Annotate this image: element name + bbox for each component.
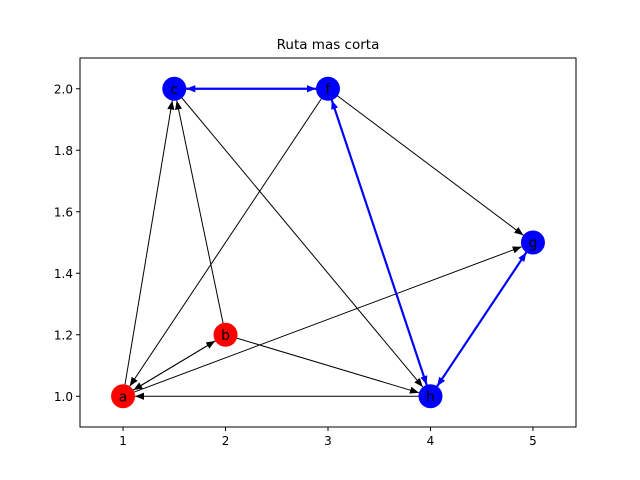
x-tick-label: 1	[119, 434, 127, 448]
node-label-h: h	[426, 389, 435, 405]
node-label-g: g	[529, 236, 538, 252]
edge-g-h	[436, 241, 534, 387]
edges-layer	[122, 85, 534, 400]
y-tick-label: 1.0	[54, 390, 73, 404]
y-tick-label: 1.8	[54, 144, 73, 158]
y-tick-label: 2.0	[54, 82, 73, 96]
node-c	[162, 76, 187, 101]
y-tick-label: 1.2	[54, 328, 73, 342]
edge-b-h	[225, 334, 420, 394]
edge-f-a	[129, 88, 329, 387]
node-g	[520, 230, 545, 255]
y-tick-label: 1.4	[54, 267, 73, 281]
node-label-f: f	[326, 82, 332, 98]
x-tick-label: 3	[324, 434, 332, 448]
node-b	[213, 322, 238, 347]
node-label-c: c	[170, 82, 178, 98]
node-h	[418, 384, 443, 409]
x-tick-label: 4	[427, 434, 435, 448]
y-tick-label: 1.6	[54, 205, 73, 219]
node-label-a: a	[119, 389, 128, 405]
chart-title: Ruta mas corta	[277, 37, 380, 53]
x-tick-label: 5	[529, 434, 537, 448]
edge-c-h	[173, 88, 424, 388]
y-axis: 1.0 1.2 1.4 1.6 1.8 2.0	[54, 82, 80, 404]
edge-b-c	[175, 100, 227, 335]
edge-a-c	[122, 100, 175, 397]
node-f	[316, 76, 340, 101]
x-axis: 1 2 3 4 5	[119, 427, 537, 448]
node-a	[111, 384, 136, 409]
x-tick-label: 2	[222, 434, 230, 448]
plot-frame	[79, 57, 577, 428]
edge-f-g	[327, 88, 524, 236]
nodes-layer: a b c f g h	[111, 76, 545, 409]
edge-b-a	[133, 334, 226, 391]
node-label-b: b	[221, 328, 230, 344]
edge-h-f	[330, 99, 432, 397]
edge-a-g	[122, 246, 522, 397]
